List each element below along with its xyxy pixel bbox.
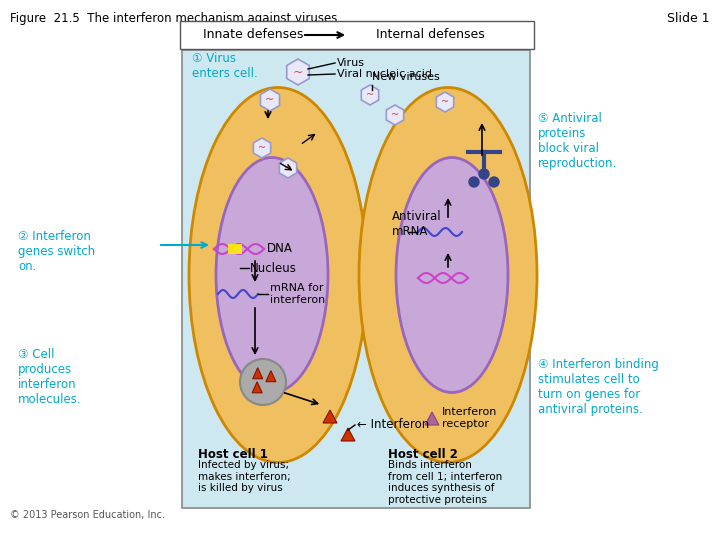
Text: Antiviral
mRNA: Antiviral mRNA bbox=[392, 210, 441, 238]
Text: Interferon
receptor: Interferon receptor bbox=[442, 407, 498, 429]
Text: Slide 1: Slide 1 bbox=[667, 12, 710, 25]
Text: mRNA for
interferon: mRNA for interferon bbox=[270, 283, 325, 305]
Text: Host cell 1: Host cell 1 bbox=[198, 448, 268, 461]
Ellipse shape bbox=[240, 359, 286, 405]
Text: Innate defenses: Innate defenses bbox=[203, 29, 303, 42]
Ellipse shape bbox=[359, 87, 537, 462]
Polygon shape bbox=[253, 138, 271, 158]
Polygon shape bbox=[425, 412, 439, 425]
Polygon shape bbox=[261, 89, 279, 111]
Text: Internal defenses: Internal defenses bbox=[376, 29, 485, 42]
Polygon shape bbox=[361, 85, 379, 105]
Polygon shape bbox=[253, 368, 263, 379]
Text: Binds interferon
from cell 1; interferon
induces synthesis of
protective protein: Binds interferon from cell 1; interferon… bbox=[388, 460, 503, 505]
FancyBboxPatch shape bbox=[180, 21, 534, 49]
Polygon shape bbox=[323, 410, 337, 423]
Text: Host cell 2: Host cell 2 bbox=[388, 448, 458, 461]
Ellipse shape bbox=[216, 158, 328, 393]
Polygon shape bbox=[287, 59, 310, 85]
Polygon shape bbox=[252, 382, 262, 393]
Circle shape bbox=[479, 169, 489, 179]
Ellipse shape bbox=[189, 87, 367, 462]
Polygon shape bbox=[266, 370, 276, 382]
Text: ~: ~ bbox=[266, 95, 274, 105]
FancyBboxPatch shape bbox=[182, 50, 530, 508]
Text: New viruses: New viruses bbox=[372, 72, 440, 82]
Text: Virus: Virus bbox=[337, 58, 365, 68]
Text: Figure  21.5  The interferon mechanism against viruses.: Figure 21.5 The interferon mechanism aga… bbox=[10, 12, 341, 25]
Text: ~: ~ bbox=[258, 143, 266, 153]
Text: Nucleus: Nucleus bbox=[250, 261, 297, 274]
Text: ~: ~ bbox=[441, 97, 449, 107]
Circle shape bbox=[489, 177, 499, 187]
Text: ~: ~ bbox=[284, 163, 292, 173]
Text: ~: ~ bbox=[293, 65, 303, 78]
Bar bbox=[228, 244, 242, 254]
Text: ~: ~ bbox=[366, 90, 374, 100]
Text: ④ Interferon binding
stimulates cell to
turn on genes for
antiviral proteins.: ④ Interferon binding stimulates cell to … bbox=[538, 358, 659, 416]
Polygon shape bbox=[387, 105, 404, 125]
Text: ③ Cell
produces
interferon
molecules.: ③ Cell produces interferon molecules. bbox=[18, 348, 81, 406]
Text: ① Virus
enters cell.: ① Virus enters cell. bbox=[192, 52, 258, 80]
Polygon shape bbox=[436, 92, 454, 112]
Ellipse shape bbox=[396, 158, 508, 393]
Circle shape bbox=[469, 177, 479, 187]
Text: ~: ~ bbox=[391, 110, 399, 120]
Text: Infected by virus;
makes interferon;
is killed by virus: Infected by virus; makes interferon; is … bbox=[198, 460, 291, 493]
Text: ← Interferon: ← Interferon bbox=[357, 417, 429, 430]
Text: DNA: DNA bbox=[267, 242, 293, 255]
Text: Viral nucleic acid: Viral nucleic acid bbox=[337, 69, 432, 79]
Text: ② Interferon
genes switch
on.: ② Interferon genes switch on. bbox=[18, 230, 95, 273]
Polygon shape bbox=[279, 158, 297, 178]
Text: © 2013 Pearson Education, Inc.: © 2013 Pearson Education, Inc. bbox=[10, 510, 165, 520]
Polygon shape bbox=[341, 428, 355, 441]
Text: ⑤ Antiviral
proteins
block viral
reproduction.: ⑤ Antiviral proteins block viral reprodu… bbox=[538, 112, 617, 170]
